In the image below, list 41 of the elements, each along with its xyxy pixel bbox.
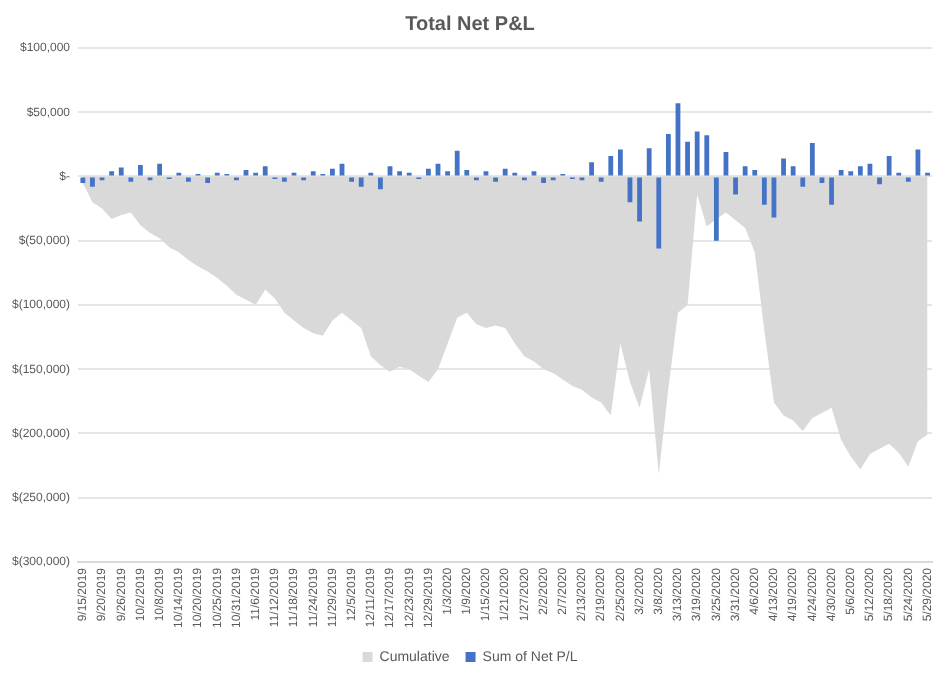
bar xyxy=(656,177,662,249)
bar xyxy=(838,170,844,176)
bar xyxy=(90,177,95,187)
bar xyxy=(608,155,614,176)
bar xyxy=(704,135,710,176)
bar xyxy=(742,166,748,176)
bar xyxy=(685,141,690,176)
bar xyxy=(617,149,623,176)
bar xyxy=(665,134,671,176)
bar xyxy=(886,155,892,176)
bar xyxy=(262,166,268,176)
bar xyxy=(138,164,143,176)
chart-title: Total Net P&L xyxy=(405,13,535,36)
bar xyxy=(464,170,470,176)
bar xyxy=(118,167,124,176)
bar xyxy=(358,177,364,187)
bar xyxy=(541,177,546,183)
bar xyxy=(857,166,863,176)
bar xyxy=(646,148,652,176)
bar xyxy=(781,158,786,176)
bar xyxy=(713,177,719,241)
bar xyxy=(752,170,758,176)
bar xyxy=(454,150,460,176)
bar xyxy=(800,177,806,187)
bar xyxy=(589,162,594,176)
bar xyxy=(819,177,825,183)
bar xyxy=(378,177,383,190)
bar xyxy=(733,177,738,195)
bar xyxy=(426,168,431,176)
bar xyxy=(80,177,86,183)
bar xyxy=(157,163,163,176)
bar xyxy=(694,131,700,176)
bar xyxy=(205,177,211,183)
bar xyxy=(877,177,882,185)
bar xyxy=(809,143,815,176)
bar xyxy=(790,166,796,176)
bar xyxy=(330,168,335,176)
bar xyxy=(637,177,642,222)
bar xyxy=(761,177,767,205)
bar xyxy=(829,177,834,205)
bar xyxy=(502,168,508,176)
